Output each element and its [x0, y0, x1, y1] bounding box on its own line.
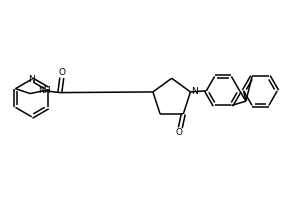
Text: O: O	[58, 68, 65, 77]
Text: N: N	[28, 75, 35, 84]
Text: O: O	[176, 128, 183, 137]
Text: NH: NH	[38, 86, 50, 95]
Text: N: N	[191, 87, 198, 96]
